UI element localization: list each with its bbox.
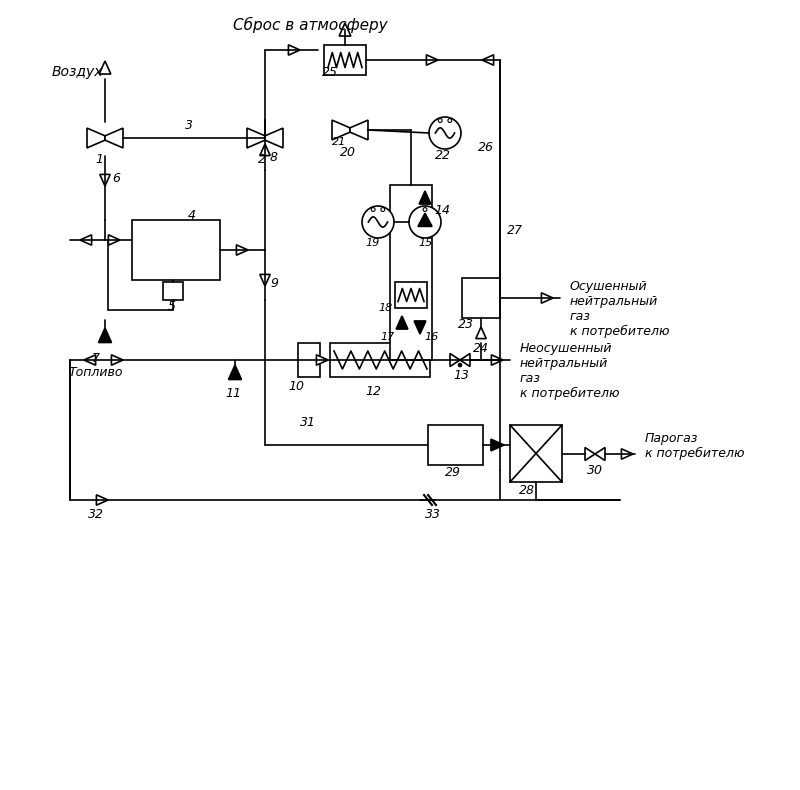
- Polygon shape: [265, 128, 283, 148]
- Text: 7: 7: [92, 352, 100, 364]
- Text: 1: 1: [95, 152, 103, 165]
- Polygon shape: [260, 144, 270, 156]
- Polygon shape: [585, 447, 595, 461]
- Polygon shape: [350, 120, 368, 140]
- Polygon shape: [419, 191, 431, 204]
- Polygon shape: [491, 355, 503, 365]
- Text: 19: 19: [365, 238, 379, 248]
- Polygon shape: [339, 23, 351, 36]
- Circle shape: [409, 206, 441, 238]
- Text: 26: 26: [478, 141, 494, 153]
- Bar: [395, 282, 427, 308]
- Text: Неосушенный
нейтральный
газ
к потребителю: Неосушенный нейтральный газ к потребител…: [520, 342, 619, 400]
- Bar: [462, 278, 500, 318]
- Polygon shape: [595, 447, 605, 461]
- Polygon shape: [98, 328, 111, 343]
- Polygon shape: [109, 235, 120, 245]
- Polygon shape: [450, 353, 460, 367]
- Polygon shape: [332, 120, 350, 140]
- Text: 12: 12: [365, 385, 381, 397]
- Text: 28: 28: [519, 483, 535, 496]
- Circle shape: [371, 208, 375, 212]
- Text: 20: 20: [340, 145, 356, 159]
- Text: 11: 11: [225, 386, 241, 400]
- Polygon shape: [105, 128, 123, 148]
- Polygon shape: [542, 293, 553, 303]
- Text: Парогаз
к потребителю: Парогаз к потребителю: [645, 432, 745, 460]
- Circle shape: [423, 208, 427, 212]
- Text: 16: 16: [424, 332, 438, 342]
- Polygon shape: [426, 55, 438, 66]
- Polygon shape: [87, 128, 105, 148]
- Circle shape: [362, 206, 394, 238]
- Bar: [390, 185, 432, 360]
- Text: 21: 21: [332, 137, 346, 147]
- Text: 27: 27: [507, 224, 523, 236]
- Polygon shape: [100, 175, 110, 186]
- Polygon shape: [84, 355, 96, 365]
- Polygon shape: [396, 316, 408, 329]
- Text: 13: 13: [453, 368, 469, 382]
- Bar: [510, 425, 562, 482]
- Text: 24: 24: [473, 341, 489, 355]
- Polygon shape: [414, 321, 426, 334]
- Circle shape: [381, 208, 385, 212]
- Text: 31: 31: [300, 416, 316, 428]
- Bar: [132, 220, 220, 280]
- Polygon shape: [260, 274, 270, 286]
- Polygon shape: [289, 45, 300, 55]
- Text: 10: 10: [288, 379, 304, 393]
- Text: 29: 29: [445, 465, 461, 479]
- Text: 30: 30: [587, 464, 603, 476]
- Polygon shape: [476, 327, 486, 339]
- Text: 9: 9: [270, 276, 278, 289]
- Text: 15: 15: [418, 238, 432, 248]
- Text: 23: 23: [458, 318, 474, 330]
- Polygon shape: [229, 365, 242, 379]
- Bar: [324, 45, 366, 75]
- Polygon shape: [111, 355, 123, 365]
- Circle shape: [448, 118, 452, 122]
- Circle shape: [429, 117, 461, 149]
- Text: 2: 2: [258, 152, 266, 165]
- Text: 3: 3: [185, 118, 193, 131]
- Polygon shape: [460, 353, 470, 367]
- Polygon shape: [247, 128, 265, 148]
- Text: Воздух: Воздух: [52, 65, 103, 79]
- Text: 18: 18: [378, 303, 392, 313]
- Polygon shape: [491, 439, 504, 451]
- Polygon shape: [418, 213, 432, 227]
- Circle shape: [438, 118, 442, 122]
- Polygon shape: [317, 355, 328, 365]
- Bar: [298, 343, 320, 377]
- Text: 5: 5: [168, 299, 176, 313]
- Text: 32: 32: [88, 509, 104, 521]
- Polygon shape: [237, 245, 248, 255]
- Bar: [428, 425, 483, 465]
- Text: 4: 4: [188, 209, 196, 221]
- Text: Топливо: Топливо: [68, 366, 122, 378]
- Text: Сброс в атмосферу: Сброс в атмосферу: [233, 17, 387, 33]
- Text: 6: 6: [112, 171, 120, 185]
- Text: 22: 22: [435, 149, 451, 161]
- Circle shape: [458, 363, 462, 367]
- Bar: [330, 343, 430, 377]
- Text: 33: 33: [425, 509, 441, 521]
- Text: 17: 17: [380, 332, 394, 342]
- Text: 8: 8: [270, 151, 278, 164]
- Bar: [163, 282, 183, 300]
- Polygon shape: [482, 55, 494, 66]
- Text: 25: 25: [322, 66, 338, 78]
- Polygon shape: [97, 495, 108, 505]
- Polygon shape: [99, 61, 111, 74]
- Polygon shape: [80, 235, 92, 245]
- Text: 14: 14: [434, 204, 450, 216]
- Text: Осушенный
нейтральный
газ
к потребителю: Осушенный нейтральный газ к потребителю: [570, 280, 670, 338]
- Polygon shape: [622, 449, 633, 459]
